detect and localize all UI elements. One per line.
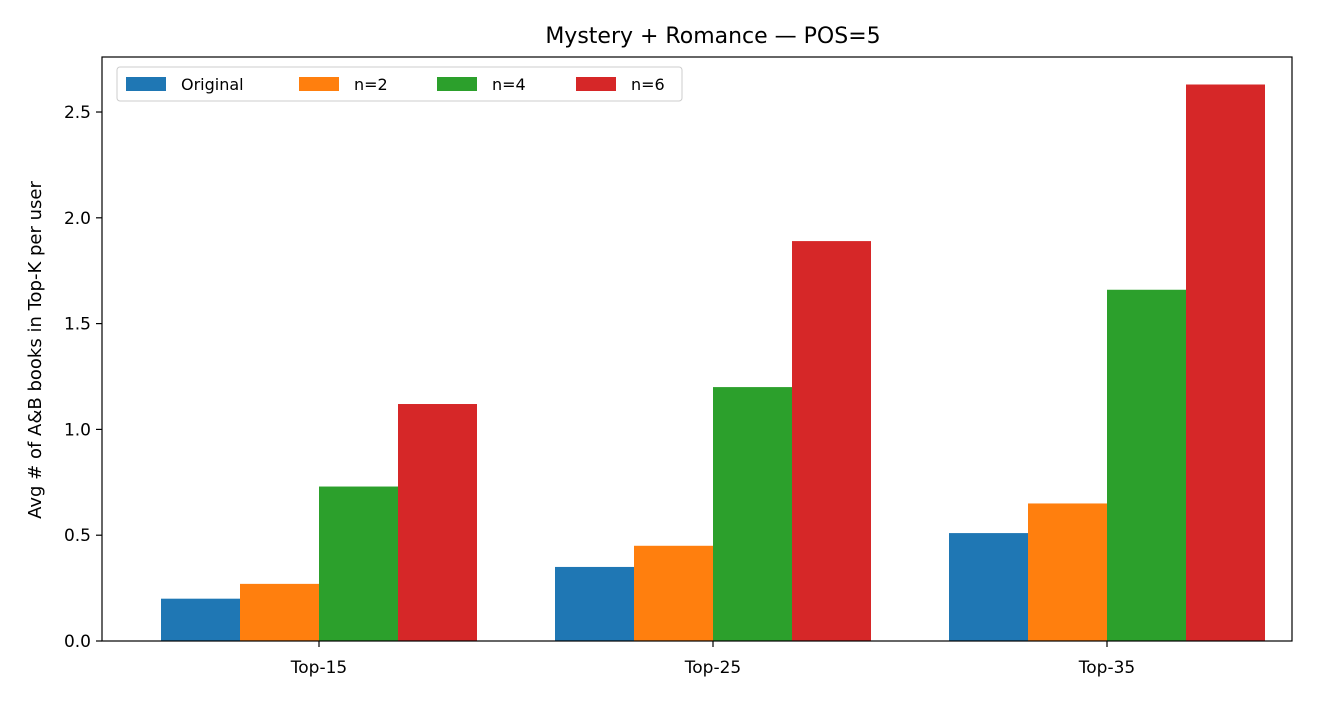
bar-n=4-Top-35 — [1107, 289, 1186, 641]
bar-Original-Top-25 — [555, 566, 634, 641]
legend-label-Original: Original — [181, 75, 244, 94]
y-tick-label: 2.5 — [64, 103, 91, 123]
bar-n=6-Top-15 — [398, 404, 477, 641]
y-tick-label: 1.0 — [64, 420, 91, 440]
x-tick-label: Top-15 — [290, 658, 347, 678]
y-tick-label: 0.0 — [64, 632, 91, 652]
legend: Original n=2 n=4 n=6 — [116, 66, 683, 102]
bar-n=6-Top-25 — [792, 241, 871, 641]
plot-area: 0.0 0.5 1.0 1.5 2.0 2.5 Top-15 Top-25 Top-35 — [64, 56, 1293, 678]
legend-swatch-n=6 — [576, 77, 616, 91]
x-tick-label: Top-25 — [684, 658, 741, 678]
bar-Original-Top-15 — [161, 598, 240, 641]
legend-swatch-n=4 — [437, 77, 477, 91]
legend-swatch-n=2 — [299, 77, 339, 91]
bar-Original-Top-35 — [949, 533, 1028, 641]
y-axis-label: Avg # of A&B books in Top-K per user — [25, 181, 46, 519]
y-tick-label: 1.5 — [64, 315, 91, 335]
plot-frame — [101, 56, 1293, 642]
chart-title: Mystery + Romance — POS=5 — [545, 24, 880, 49]
y-tick-label: 2.0 — [64, 209, 91, 229]
bar-n=6-Top-35 — [1186, 84, 1265, 641]
y-tick-label: 0.5 — [64, 526, 91, 546]
bar-n=2-Top-15 — [240, 583, 319, 641]
legend-label-n=2: n=2 — [354, 75, 388, 94]
legend-box — [116, 66, 683, 102]
bar-n=2-Top-35 — [1028, 503, 1107, 641]
bar-n=2-Top-25 — [634, 545, 713, 641]
x-tick-label: Top-35 — [1078, 658, 1135, 678]
bar-n=4-Top-15 — [319, 486, 398, 641]
bar-n=4-Top-25 — [713, 387, 792, 641]
legend-label-n=6: n=6 — [631, 75, 665, 94]
legend-swatch-Original — [126, 77, 166, 91]
legend-label-n=4: n=4 — [492, 75, 526, 94]
